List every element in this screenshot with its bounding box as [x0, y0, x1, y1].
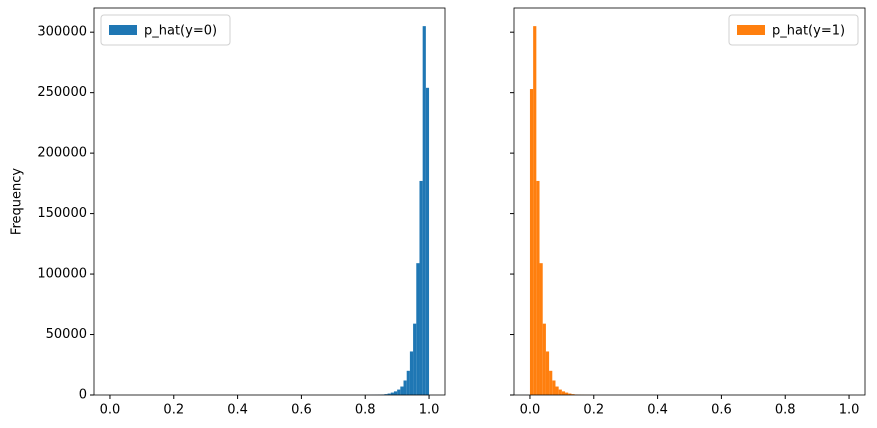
y-tick-label: 100000	[37, 267, 87, 282]
x-tick-label: 1.0	[839, 403, 860, 418]
y-tick-label: 150000	[37, 206, 87, 221]
bar	[422, 26, 426, 395]
bar	[403, 380, 407, 395]
bar	[565, 392, 569, 395]
y-tick-label: 0	[79, 388, 87, 403]
bar	[387, 393, 391, 395]
bar	[533, 26, 537, 395]
x-tick-label: 0.8	[775, 403, 796, 418]
legend-box	[100, 14, 231, 46]
axes-frame	[93, 7, 446, 396]
bar	[558, 389, 562, 395]
y-axis-label: Frequency	[10, 168, 25, 235]
y-tick-label: 50000	[46, 327, 87, 342]
legend-swatch	[109, 25, 137, 35]
bar	[568, 393, 572, 395]
bar	[416, 263, 420, 395]
legend-label: p_hat(y=0)	[144, 24, 217, 39]
bar	[413, 323, 417, 395]
x-tick-label: 0.6	[711, 403, 732, 418]
bar	[545, 351, 550, 395]
x-tick-label: 0.4	[227, 403, 248, 418]
x-tick-label: 0.2	[583, 403, 604, 418]
x-tick-label: 1.0	[419, 403, 440, 418]
bar	[539, 263, 543, 395]
bar	[561, 391, 566, 395]
x-tick-label: 0.2	[163, 403, 184, 418]
bar	[549, 370, 553, 395]
bar	[529, 89, 534, 395]
y-tick-label: 300000	[37, 25, 87, 40]
x-tick-label: 0.0	[520, 403, 541, 418]
bar	[390, 392, 394, 395]
bar	[384, 394, 388, 395]
y-tick-label: 200000	[37, 146, 87, 161]
x-tick-label: 0.4	[647, 403, 668, 418]
bar	[542, 323, 546, 395]
x-tick-label: 0.8	[355, 403, 376, 418]
bar	[397, 389, 401, 395]
bar	[555, 386, 559, 395]
bar	[406, 370, 410, 395]
x-tick-label: 0.0	[100, 403, 121, 418]
bar	[409, 351, 414, 395]
legend-swatch	[737, 25, 765, 35]
bar	[425, 87, 430, 395]
y-tick-label: 250000	[37, 85, 87, 100]
legend-box	[728, 14, 859, 46]
bar	[419, 180, 423, 395]
bar	[536, 180, 540, 395]
x-tick-label: 0.6	[291, 403, 312, 418]
bar	[393, 391, 398, 395]
bar	[552, 380, 556, 395]
bar	[571, 394, 575, 395]
bar	[400, 386, 404, 395]
axes-frame	[513, 7, 866, 396]
legend-label: p_hat(y=1)	[772, 24, 845, 39]
